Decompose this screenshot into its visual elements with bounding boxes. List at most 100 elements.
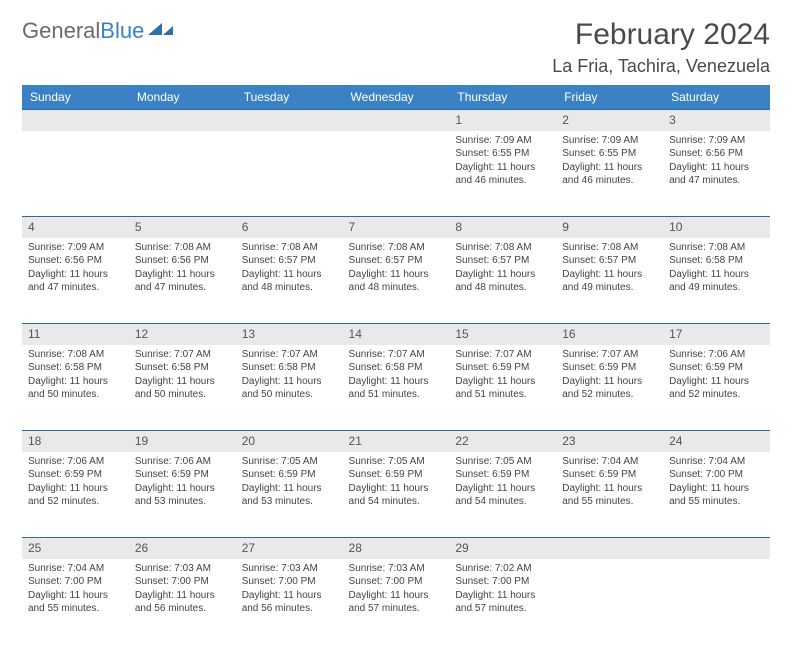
day-number: 23 bbox=[562, 434, 575, 448]
brand-mark-icon bbox=[148, 20, 174, 43]
info-row: Sunrise: 7:09 AMSunset: 6:56 PMDaylight:… bbox=[22, 238, 770, 324]
day-cell: Sunrise: 7:08 AMSunset: 6:56 PMDaylight:… bbox=[129, 238, 236, 324]
info-row: Sunrise: 7:04 AMSunset: 7:00 PMDaylight:… bbox=[22, 559, 770, 645]
daylight-line: Daylight: 11 hours and 50 minutes. bbox=[28, 375, 123, 402]
weekday-header: Monday bbox=[129, 85, 236, 110]
sunset-line: Sunset: 6:57 PM bbox=[455, 254, 550, 268]
day-cell: Sunrise: 7:02 AMSunset: 7:00 PMDaylight:… bbox=[449, 559, 556, 645]
daynum-cell: 17 bbox=[663, 324, 770, 345]
day-number: 26 bbox=[135, 541, 148, 555]
daynum-cell: 7 bbox=[343, 217, 450, 238]
day-cell: Sunrise: 7:04 AMSunset: 7:00 PMDaylight:… bbox=[22, 559, 129, 645]
daylight-line: Daylight: 11 hours and 53 minutes. bbox=[242, 482, 337, 509]
sunrise-line: Sunrise: 7:07 AM bbox=[349, 348, 444, 362]
daynum-cell: 14 bbox=[343, 324, 450, 345]
daylight-line: Daylight: 11 hours and 57 minutes. bbox=[455, 589, 550, 616]
day-cell: Sunrise: 7:03 AMSunset: 7:00 PMDaylight:… bbox=[236, 559, 343, 645]
day-number: 6 bbox=[242, 220, 249, 234]
day-cell: Sunrise: 7:03 AMSunset: 7:00 PMDaylight:… bbox=[129, 559, 236, 645]
day-cell: Sunrise: 7:04 AMSunset: 6:59 PMDaylight:… bbox=[556, 452, 663, 538]
daynum-cell: 25 bbox=[22, 538, 129, 559]
daynum-cell: 1 bbox=[449, 110, 556, 131]
weekday-header: Thursday bbox=[449, 85, 556, 110]
daynum-cell: 27 bbox=[236, 538, 343, 559]
day-number: 3 bbox=[669, 113, 676, 127]
day-cell: Sunrise: 7:03 AMSunset: 7:00 PMDaylight:… bbox=[343, 559, 450, 645]
daylight-line: Daylight: 11 hours and 46 minutes. bbox=[562, 161, 657, 188]
weekday-row: SundayMondayTuesdayWednesdayThursdayFrid… bbox=[22, 85, 770, 110]
daynum-cell bbox=[556, 538, 663, 559]
daylight-line: Daylight: 11 hours and 53 minutes. bbox=[135, 482, 230, 509]
daynum-cell: 2 bbox=[556, 110, 663, 131]
daynum-cell: 28 bbox=[343, 538, 450, 559]
info-row: Sunrise: 7:08 AMSunset: 6:58 PMDaylight:… bbox=[22, 345, 770, 431]
daylight-line: Daylight: 11 hours and 47 minutes. bbox=[28, 268, 123, 295]
sunrise-line: Sunrise: 7:03 AM bbox=[135, 562, 230, 576]
sunrise-line: Sunrise: 7:03 AM bbox=[242, 562, 337, 576]
month-title: February 2024 bbox=[552, 18, 770, 52]
daynum-cell: 23 bbox=[556, 431, 663, 452]
day-number: 10 bbox=[669, 220, 682, 234]
day-cell: Sunrise: 7:05 AMSunset: 6:59 PMDaylight:… bbox=[236, 452, 343, 538]
sunset-line: Sunset: 6:59 PM bbox=[562, 468, 657, 482]
weekday-header: Wednesday bbox=[343, 85, 450, 110]
header: GeneralBlue February 2024 La Fria, Tachi… bbox=[22, 18, 770, 77]
day-cell: Sunrise: 7:07 AMSunset: 6:59 PMDaylight:… bbox=[556, 345, 663, 431]
sunrise-line: Sunrise: 7:09 AM bbox=[562, 134, 657, 148]
day-number: 12 bbox=[135, 327, 148, 341]
sunrise-line: Sunrise: 7:06 AM bbox=[669, 348, 764, 362]
sunset-line: Sunset: 6:57 PM bbox=[562, 254, 657, 268]
sunrise-line: Sunrise: 7:08 AM bbox=[242, 241, 337, 255]
day-number: 19 bbox=[135, 434, 148, 448]
sunrise-line: Sunrise: 7:05 AM bbox=[349, 455, 444, 469]
daynum-row: 45678910 bbox=[22, 217, 770, 238]
daynum-cell: 18 bbox=[22, 431, 129, 452]
daylight-line: Daylight: 11 hours and 52 minutes. bbox=[669, 375, 764, 402]
daynum-row: 18192021222324 bbox=[22, 431, 770, 452]
day-cell bbox=[663, 559, 770, 645]
sunrise-line: Sunrise: 7:09 AM bbox=[28, 241, 123, 255]
daylight-line: Daylight: 11 hours and 55 minutes. bbox=[28, 589, 123, 616]
sunset-line: Sunset: 6:59 PM bbox=[562, 361, 657, 375]
day-cell: Sunrise: 7:07 AMSunset: 6:58 PMDaylight:… bbox=[343, 345, 450, 431]
day-cell bbox=[129, 131, 236, 217]
day-cell: Sunrise: 7:07 AMSunset: 6:58 PMDaylight:… bbox=[236, 345, 343, 431]
day-number: 4 bbox=[28, 220, 35, 234]
sunset-line: Sunset: 6:59 PM bbox=[455, 361, 550, 375]
calendar-head: SundayMondayTuesdayWednesdayThursdayFrid… bbox=[22, 85, 770, 110]
daynum-row: 11121314151617 bbox=[22, 324, 770, 345]
daynum-cell: 15 bbox=[449, 324, 556, 345]
brand-logo: GeneralBlue bbox=[22, 18, 174, 44]
sunset-line: Sunset: 6:59 PM bbox=[242, 468, 337, 482]
sunset-line: Sunset: 6:59 PM bbox=[455, 468, 550, 482]
daynum-cell: 22 bbox=[449, 431, 556, 452]
day-cell: Sunrise: 7:08 AMSunset: 6:58 PMDaylight:… bbox=[22, 345, 129, 431]
sunrise-line: Sunrise: 7:09 AM bbox=[455, 134, 550, 148]
daylight-line: Daylight: 11 hours and 49 minutes. bbox=[669, 268, 764, 295]
sunrise-line: Sunrise: 7:07 AM bbox=[135, 348, 230, 362]
day-cell: Sunrise: 7:07 AMSunset: 6:59 PMDaylight:… bbox=[449, 345, 556, 431]
day-number: 5 bbox=[135, 220, 142, 234]
daylight-line: Daylight: 11 hours and 54 minutes. bbox=[455, 482, 550, 509]
day-number: 28 bbox=[349, 541, 362, 555]
daynum-cell bbox=[663, 538, 770, 559]
daynum-cell bbox=[236, 110, 343, 131]
sunset-line: Sunset: 6:59 PM bbox=[669, 361, 764, 375]
day-number: 13 bbox=[242, 327, 255, 341]
sunset-line: Sunset: 7:00 PM bbox=[669, 468, 764, 482]
weekday-header: Tuesday bbox=[236, 85, 343, 110]
sunset-line: Sunset: 6:58 PM bbox=[135, 361, 230, 375]
sunset-line: Sunset: 6:56 PM bbox=[669, 147, 764, 161]
day-number: 24 bbox=[669, 434, 682, 448]
day-cell: Sunrise: 7:06 AMSunset: 6:59 PMDaylight:… bbox=[22, 452, 129, 538]
sunrise-line: Sunrise: 7:06 AM bbox=[28, 455, 123, 469]
daylight-line: Daylight: 11 hours and 54 minutes. bbox=[349, 482, 444, 509]
daynum-cell: 16 bbox=[556, 324, 663, 345]
day-cell: Sunrise: 7:05 AMSunset: 6:59 PMDaylight:… bbox=[449, 452, 556, 538]
day-number: 20 bbox=[242, 434, 255, 448]
weekday-header: Friday bbox=[556, 85, 663, 110]
day-number: 22 bbox=[455, 434, 468, 448]
sunset-line: Sunset: 7:00 PM bbox=[455, 575, 550, 589]
daynum-cell: 6 bbox=[236, 217, 343, 238]
daynum-cell bbox=[22, 110, 129, 131]
